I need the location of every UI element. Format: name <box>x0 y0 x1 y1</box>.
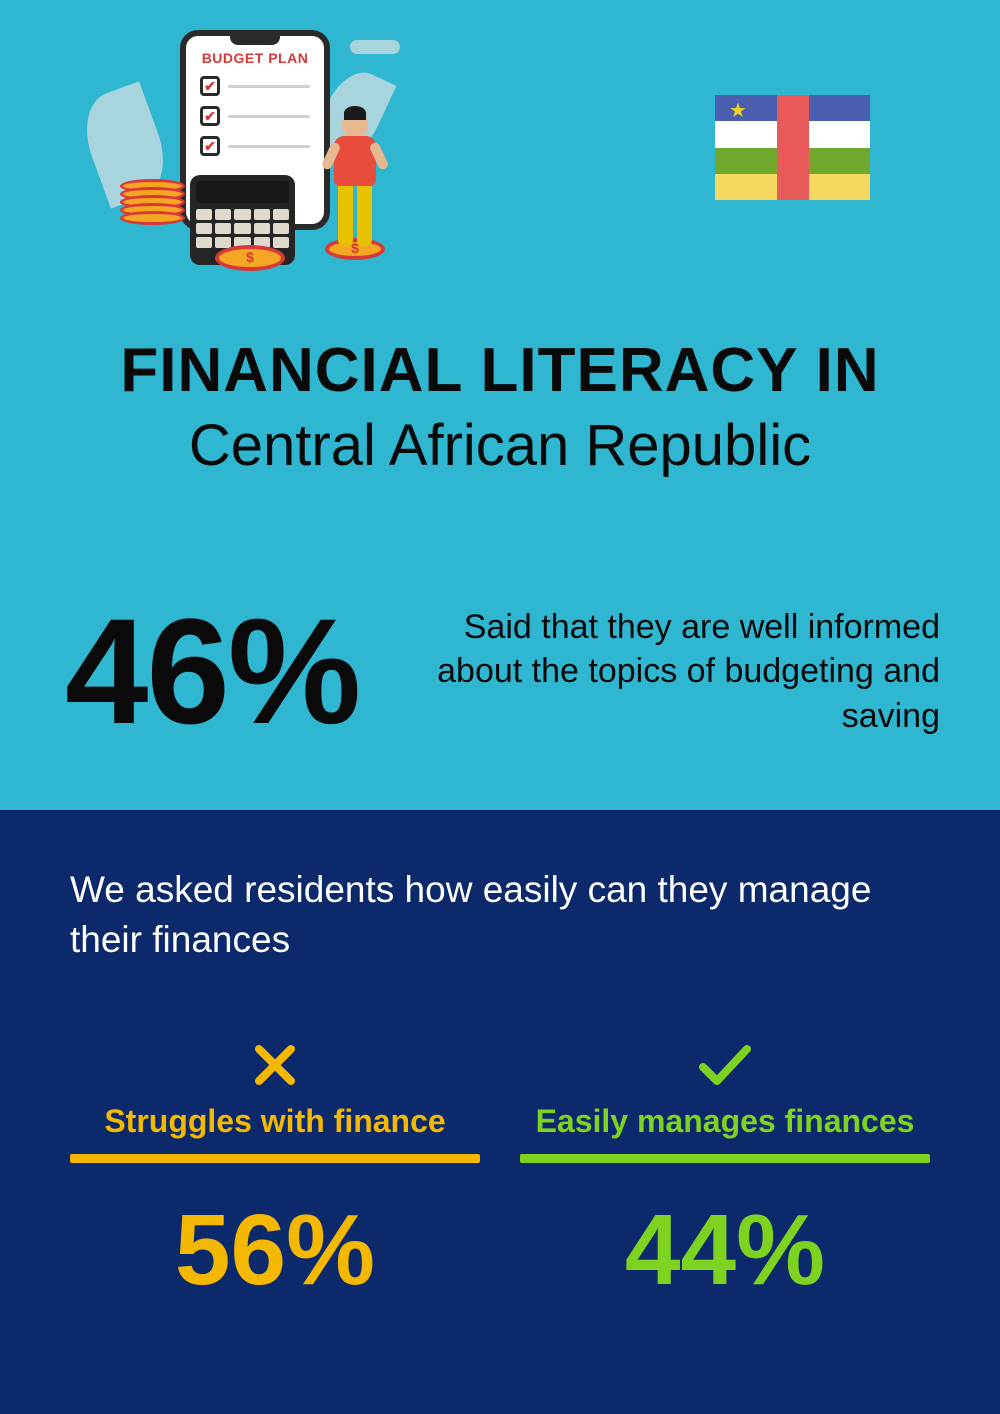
top-section: BUDGET PLAN ✔ ✔ ✔ $ $ <box>0 0 1000 810</box>
title-line-2: Central African Republic <box>0 412 1000 479</box>
main-stat-percent: 46% <box>65 585 359 758</box>
flag-icon: ★ <box>715 95 870 200</box>
cross-icon <box>70 1035 480 1095</box>
divider <box>70 1154 480 1163</box>
comparison-row: Struggles with finance 56% Easily manage… <box>70 1035 930 1308</box>
struggles-percent: 56% <box>70 1193 480 1308</box>
title-block: FINANCIAL LITERACY IN Central African Re… <box>0 335 1000 479</box>
struggles-column: Struggles with finance 56% <box>70 1035 480 1308</box>
bottom-section: We asked residents how easily can they m… <box>0 810 1000 1414</box>
person-icon <box>325 110 385 260</box>
check-icon <box>520 1035 930 1095</box>
struggles-label: Struggles with finance <box>70 1103 480 1140</box>
manages-column: Easily manages finances 44% <box>520 1035 930 1308</box>
manages-label: Easily manages finances <box>520 1103 930 1140</box>
coins-stack-icon <box>120 185 185 225</box>
budget-illustration: BUDGET PLAN ✔ ✔ ✔ $ $ <box>80 20 410 280</box>
main-stat-description: Said that they are well informed about t… <box>379 605 940 738</box>
manages-percent: 44% <box>520 1193 930 1308</box>
coin-icon: $ <box>215 245 285 271</box>
survey-question: We asked residents how easily can they m… <box>70 865 930 965</box>
star-icon: ★ <box>729 98 747 123</box>
title-line-1: FINANCIAL LITERACY IN <box>0 335 1000 406</box>
cloud-shape <box>350 40 400 54</box>
infographic-page: BUDGET PLAN ✔ ✔ ✔ $ $ <box>0 0 1000 1414</box>
clipboard-title: BUDGET PLAN <box>186 50 324 66</box>
main-stat: 46% Said that they are well informed abo… <box>65 585 940 758</box>
divider <box>520 1154 930 1163</box>
